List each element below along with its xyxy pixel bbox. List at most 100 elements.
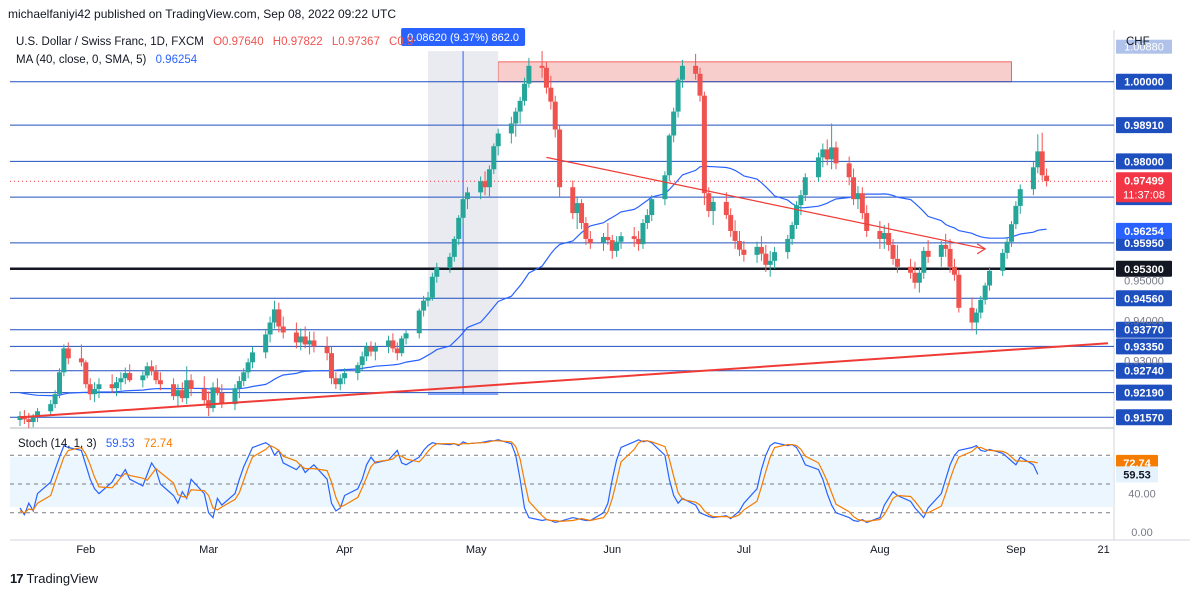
candle-body (486, 169, 492, 188)
candle-body (263, 334, 269, 353)
candle-body (359, 356, 365, 366)
ma-layer (19, 165, 1047, 397)
candle-body (951, 266, 957, 275)
candle-body (1017, 189, 1023, 206)
stoch-legend-label: Stoch (14, 1, 3) (18, 438, 97, 450)
candle-body (464, 192, 470, 200)
candle-body (434, 268, 440, 277)
candle-body (364, 346, 370, 357)
candle-body (855, 193, 861, 200)
candle-body (491, 146, 497, 170)
time-tick-label: Aug (870, 544, 890, 556)
candle-body (241, 372, 247, 382)
candle-body (925, 250, 931, 257)
candle-body (293, 332, 299, 343)
candle-body (298, 336, 304, 343)
candle-body (973, 312, 979, 323)
candle-body (56, 372, 62, 395)
symbol-low: L0.97367 (332, 36, 380, 48)
stoch-legend-k: 59.53 (106, 438, 135, 450)
level-label: 0.91570 (1124, 412, 1164, 424)
level-label-box (1116, 153, 1172, 170)
candle-body (798, 195, 804, 206)
candle-body (570, 187, 576, 214)
candle-body (513, 111, 519, 124)
candle-body (785, 238, 791, 253)
candle-body (83, 362, 89, 385)
candle-body (342, 373, 348, 379)
last-price-countdown: 11:37:08 (1123, 189, 1165, 201)
candle-body (794, 205, 800, 226)
candle-body (390, 340, 396, 349)
measure-tooltip-box (401, 28, 526, 46)
candle-body (912, 272, 918, 283)
candle-body (789, 225, 795, 239)
candle-body (78, 358, 84, 363)
candle-body (881, 232, 887, 239)
candle-body (1044, 175, 1050, 182)
candle-body (307, 340, 313, 345)
candle-body (425, 297, 431, 301)
trend-arrow-head (976, 243, 987, 255)
candle-body (543, 67, 549, 88)
candle-body (579, 203, 585, 224)
tradingview-logo[interactable]: 17 TradingView (10, 571, 98, 586)
candle-body (1008, 224, 1014, 242)
candle-body (675, 79, 681, 112)
candle-body (271, 309, 277, 323)
candle-body (741, 249, 747, 255)
candle-body (1000, 252, 1006, 271)
candle-body (763, 253, 769, 265)
candle-body (574, 203, 580, 214)
stoch-k-label: 59.53 (1123, 469, 1151, 481)
candle-body (30, 416, 36, 423)
level-label: 0.93770 (1124, 325, 1164, 337)
candle-body (706, 193, 712, 212)
currency-label: CHF (1126, 36, 1150, 48)
time-tick-label: Apr (336, 544, 353, 556)
candle-body (214, 387, 220, 393)
candle-body (522, 83, 528, 101)
candle-body (671, 111, 677, 136)
candle-body (1035, 151, 1041, 168)
candle-body (815, 157, 821, 178)
candle-body (644, 215, 650, 224)
candle-body (600, 236, 606, 243)
candle-body (548, 87, 554, 102)
candle-body (245, 362, 251, 373)
candle-body (851, 177, 857, 200)
candle-body (219, 392, 225, 405)
candle-body (772, 252, 778, 261)
top-partial-label: 1.00880 (1124, 42, 1164, 54)
candle-body (175, 390, 181, 397)
ma-legend-label: MA (40, close, 0, SMA, 5) (16, 54, 147, 66)
symbol-close: C0.9 (389, 36, 413, 48)
candle-body (824, 149, 830, 160)
price-tick-label: 0.95000 (1124, 276, 1164, 288)
candle-body (416, 310, 422, 334)
candle-body (526, 65, 532, 84)
candle-body (35, 411, 41, 417)
candle-body (859, 193, 865, 214)
candle-body (460, 199, 466, 218)
candle-body (324, 346, 330, 354)
candle-body (864, 213, 870, 231)
candle-body (96, 384, 102, 389)
candle-body (451, 238, 457, 257)
measure-tooltip-text: 0.08620 (9.37%) 862.0 (407, 32, 519, 44)
candle-body (649, 199, 655, 216)
candle-body (372, 346, 378, 352)
candle-body (701, 95, 707, 194)
candle-body (820, 149, 826, 158)
level-label: 0.95950 (1124, 238, 1164, 250)
candle-body (618, 236, 624, 242)
level-label-box (1116, 73, 1172, 90)
candle-body (956, 274, 962, 308)
level-label-box (1116, 409, 1172, 426)
candle-body (732, 230, 738, 241)
candle-body (947, 248, 953, 267)
ma-legend: MA (40, close, 0, SMA, 5) 0.96254 (16, 54, 198, 66)
candle-body (140, 375, 146, 381)
ma-legend-value: 0.96254 (156, 54, 198, 66)
